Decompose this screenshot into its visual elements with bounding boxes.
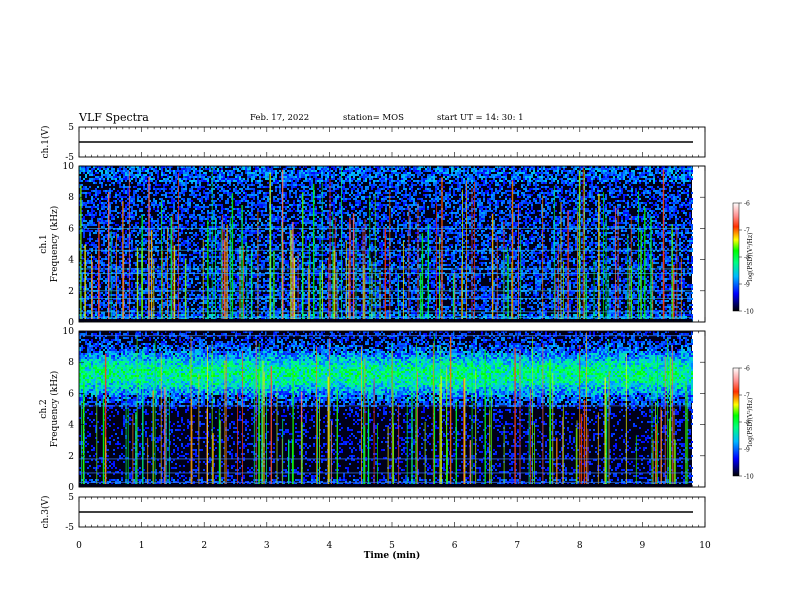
ch2-spectrogram-y-tick-label: 0 [68,483,74,493]
start-time-label: start UT = 14: 30: 1 [437,113,524,123]
x-tick-label: 6 [452,541,458,551]
ch1-spectrogram-image [78,166,693,322]
ch1-colorbar-tick-label: -7 [744,228,750,235]
ch2-spectrogram-y-tick-label: 2 [68,452,74,462]
date-label: Feb. 17, 2022 [250,113,309,123]
ch1-voltage-ytick-label: -5 [65,153,74,163]
ch1-spectrogram-y-tick-label: 2 [68,287,74,297]
ch2-spectrogram-y-tick-label: 6 [68,389,74,399]
ch1-spectrogram-ylabel-channel: ch.1 [39,234,49,253]
ch1-spectrogram-ylabel-frequency: Frequency (kHz) [49,206,60,283]
figure-title: VLF Spectra [79,111,149,124]
ch2-colorbar-tick-label: -8 [744,420,750,427]
ch2-spectrogram-ylabel-frequency: Frequency (kHz) [49,371,60,448]
ch1-colorbar-tick-label: -6 [744,201,750,208]
x-axis-label: Time (min) [364,550,421,561]
ch2-spectrogram-image [79,331,693,487]
ch3-voltage-ytick-label: -5 [65,523,74,533]
ch3-voltage-ytick-label: 5 [68,493,74,503]
x-tick-label: 3 [264,541,270,551]
ch1-colorbar-label: log(PSD)(V²/Hz) [747,233,754,282]
ch2-spectrogram-y-tick-label: 10 [63,327,75,337]
ch1-colorbar [732,202,740,312]
ch2-colorbar-tick-label: -10 [744,474,754,481]
ch2-colorbar-label: log(PSD)(V²/Hz) [747,398,754,447]
x-tick-label: 10 [699,541,711,551]
ch1-voltage-ytick-label: 5 [68,123,74,133]
ch1-spectrogram-y-tick-label: 4 [68,256,74,266]
x-tick-label: 7 [514,541,520,551]
ch1-voltage-ylabel: ch.1(V) [40,126,51,159]
x-tick-label: 2 [201,541,207,551]
ch1-colorbar-tick-label: -8 [744,255,750,262]
station-label: station= MOS [343,113,404,123]
ch2-spectrogram-ylabel-channel: ch.2 [39,399,49,418]
ch2-spectrogram-y-tick-label: 4 [68,421,74,431]
x-tick-label: 8 [577,541,583,551]
ch1-spectrogram-y-tick-label: 10 [63,162,75,172]
ch1-colorbar-tick-label: -10 [744,309,754,316]
ch2-colorbar [732,367,740,477]
ch2-spectrogram-y-tick-label: 8 [68,358,74,368]
ch1-colorbar-tick-label: -9 [744,282,750,289]
x-tick-label: 5 [389,541,395,551]
ch1-spectrogram-y-tick-label: 6 [68,224,74,234]
x-tick-label: 1 [139,541,145,551]
x-tick-label: 4 [327,541,333,551]
ch2-colorbar-tick-label: -6 [744,366,750,373]
ch2-colorbar-tick-label: -9 [744,447,750,454]
ch1-spectrogram-y-tick-label: 8 [68,193,74,203]
x-tick-label: 0 [76,541,82,551]
ch3-voltage-ylabel: ch.3(V) [40,496,51,529]
ch1-spectrogram-y-tick-label: 0 [68,318,74,328]
x-tick-label: 9 [640,541,646,551]
ch2-colorbar-tick-label: -7 [744,393,750,400]
